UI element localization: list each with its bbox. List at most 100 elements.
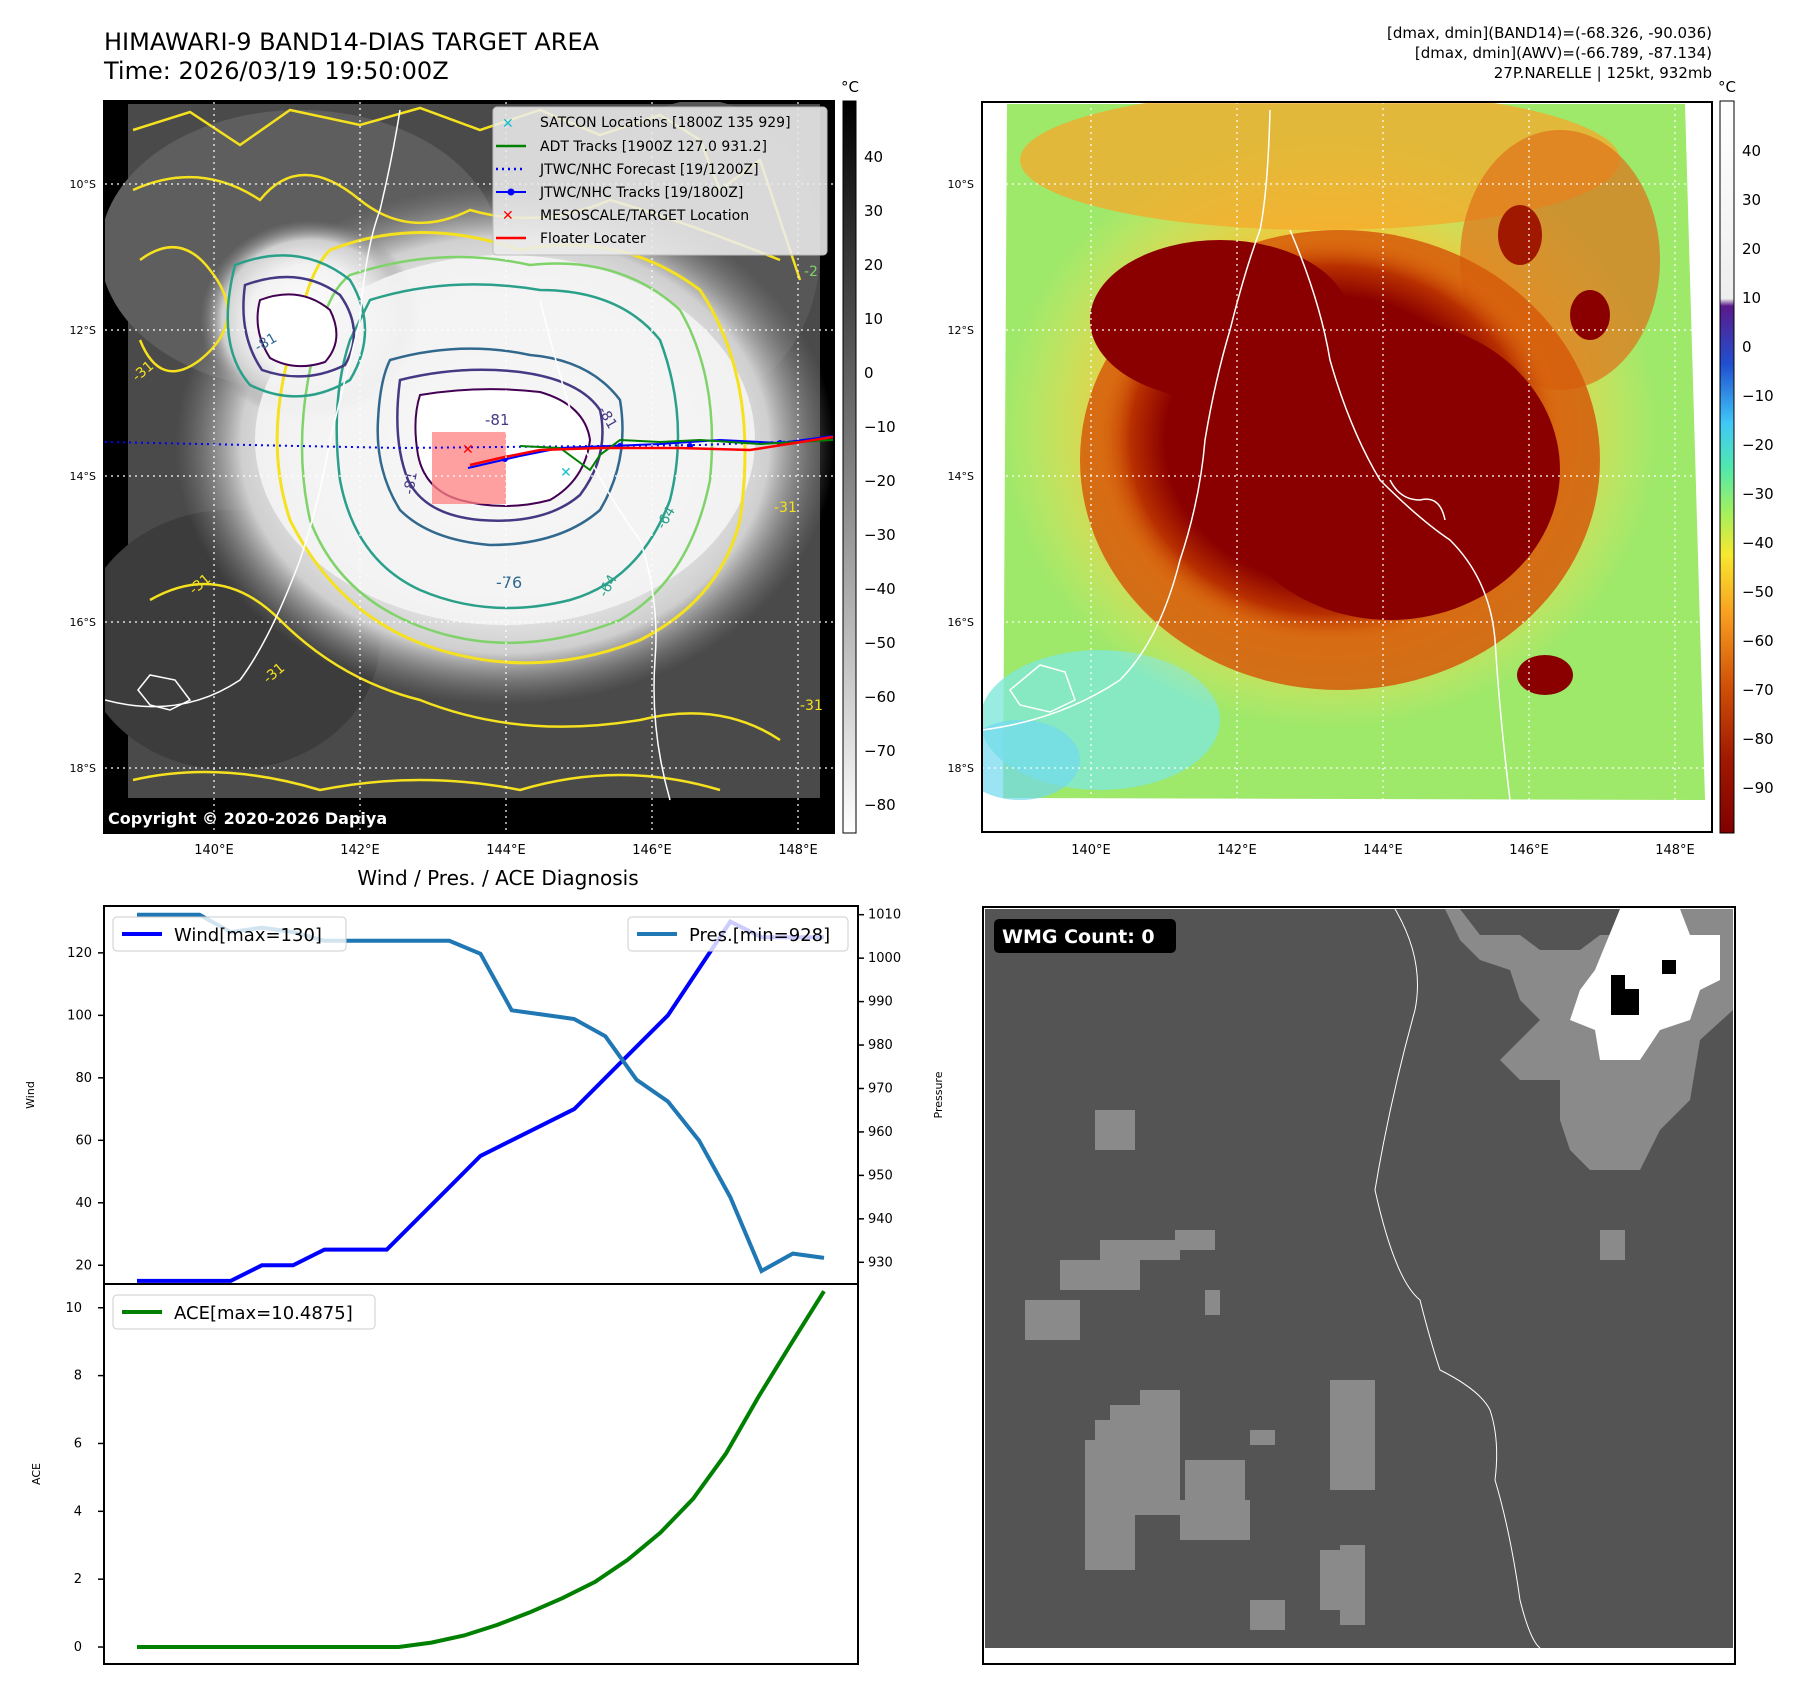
pressure-axis-label: Pressure: [932, 1071, 945, 1118]
satcon-legend-marker: ✕: [502, 116, 514, 132]
pressure-tick-label: 990: [868, 995, 893, 1010]
wind-legend-label: Wind[max=130]: [174, 925, 322, 946]
contour-label: -81: [401, 470, 421, 495]
ir-colorbar-tick: 20: [864, 256, 883, 274]
pressure-legend-label: Pres.[min=928]: [689, 925, 830, 946]
pressure-tick-label: 970: [868, 1081, 893, 1096]
ir-colorbar-tick: −30: [864, 526, 896, 544]
pressure-tick-label: 960: [868, 1125, 893, 1140]
ace-chart: 0 2 4 6 8 10 ACE ACE[max=10.4875]: [30, 1283, 859, 1665]
wind-tick-label: 100: [67, 1008, 92, 1023]
lat-label: 12°S: [70, 324, 96, 337]
color-colorbar-tick: −70: [1742, 681, 1774, 699]
ir-colorbar-tick: −60: [864, 688, 896, 706]
legend-label: ADT Tracks [1900Z 127.0 931.2]: [540, 139, 767, 155]
color-map-gridlines: [982, 102, 1712, 832]
color-colorbar-tick: 30: [1742, 191, 1761, 209]
color-colorbar-tick: −50: [1742, 583, 1774, 601]
ir-colorbar-tick: −50: [864, 634, 896, 652]
contour-label: -31: [800, 698, 823, 714]
figure-title-line1: HIMAWARI-9 BAND14-DIAS TARGET AREA: [104, 28, 600, 56]
stats-line2: [dmax, dmin](AWV)=(-66.789, -87.134): [1415, 44, 1712, 62]
pressure-tick-label: 1000: [868, 951, 901, 966]
ace-tick-label: 2: [74, 1572, 82, 1587]
lon-label: 148°E: [778, 843, 818, 858]
lon-label: 142°E: [1217, 843, 1257, 858]
pressure-y-ticks: 930 940 950 960 970 980 990 1000 1010: [858, 908, 901, 1270]
legend-label: SATCON Locations [1800Z 135 929]: [540, 115, 791, 131]
ir-colorbar-tick: −70: [864, 742, 896, 760]
ir-lat-labels: 10°S 12°S 14°S 16°S 18°S: [70, 178, 96, 775]
ace-axis-label: ACE: [30, 1463, 43, 1485]
ace-tick-label: 6: [74, 1436, 82, 1451]
adt-track: [519, 438, 833, 472]
ace-tick-label: 0: [74, 1640, 82, 1655]
color-colorbar-tick: −60: [1742, 632, 1774, 650]
color-colorbar-tick: −90: [1742, 779, 1774, 797]
ace-y-ticks: 0 2 4 6 8 10: [65, 1301, 104, 1655]
color-colorbar: °C 40 30 20 10 0 −10 −20 −30 −40 −50 −60…: [1718, 78, 1774, 834]
wind-tick-label: 120: [67, 946, 92, 961]
ir-colorbar: °C 40 30 20 10 0 −10 −20 −30 −40 −50 −60…: [841, 78, 896, 834]
wmg-count-label: WMG Count: 0: [1002, 926, 1155, 948]
lon-label: 146°E: [632, 843, 672, 858]
ir-lon-labels: 140°E 142°E 144°E 146°E 148°E: [194, 843, 818, 858]
ir-map-panel: ✕ ✕ -81 -81 -81 -81 -76 -64 -64 -31 -31 …: [70, 78, 896, 858]
contour-label: -81: [485, 411, 510, 429]
ir-colorbar-unit: °C: [841, 78, 859, 96]
ir-colorbar-tick: 0: [864, 364, 874, 382]
color-map-panel: 10°S 12°S 14°S 16°S 18°S 140°E 142°E 144…: [948, 78, 1774, 858]
legend-label: JTWC/NHC Forecast [19/1200Z]: [539, 162, 759, 178]
track-legend: ✕ SATCON Locations [1800Z 135 929] ADT T…: [492, 106, 828, 256]
wind-pressure-chart: Wind / Pres. / ACE Diagnosis 20 40 60 80 100…: [24, 866, 945, 1285]
wind-tick-label: 60: [75, 1133, 92, 1148]
wind-series-line: [137, 919, 824, 1283]
ace-tick-label: 8: [74, 1369, 82, 1384]
diagnosis-title: Wind / Pres. / ACE Diagnosis: [357, 866, 638, 890]
lon-label: 140°E: [194, 843, 234, 858]
ir-colorbar-tick: −10: [864, 418, 896, 436]
stats-line1: [dmax, dmin](BAND14)=(-68.326, -90.036): [1387, 24, 1712, 42]
ace-legend-label: ACE[max=10.4875]: [174, 1303, 353, 1324]
wind-tick-label: 40: [75, 1196, 92, 1211]
figure-title-line2: Time: 2026/03/19 19:50:00Z: [103, 57, 449, 85]
ir-colorbar-tick: −20: [864, 472, 896, 490]
lon-label: 144°E: [486, 843, 526, 858]
lon-label: 146°E: [1509, 843, 1549, 858]
mesoscale-legend-marker: ✕: [502, 208, 514, 224]
wind-axis-label: Wind: [24, 1081, 37, 1109]
lat-label: 16°S: [70, 616, 96, 629]
wind-y-ticks: 20 40 60 80 100 120: [67, 946, 104, 1273]
ir-colorbar-tick: −40: [864, 580, 896, 598]
contour-label: -76: [496, 573, 522, 592]
pressure-tick-label: 930: [868, 1255, 893, 1270]
wind-legend: Wind[max=130]: [112, 916, 347, 952]
color-colorbar-unit: °C: [1718, 78, 1736, 96]
color-imagery: [982, 102, 1705, 801]
jtwc-forecast-track: [105, 439, 833, 450]
legend-label: Floater Locater: [540, 231, 646, 247]
lon-label: 148°E: [1655, 843, 1695, 858]
lat-label: 12°S: [948, 324, 974, 337]
lat-label: 14°S: [70, 470, 96, 483]
ace-tick-label: 10: [65, 1301, 82, 1316]
pressure-legend: Pres.[min=928]: [627, 916, 849, 952]
ace-tick-label: 4: [74, 1504, 82, 1519]
lon-label: 142°E: [340, 843, 380, 858]
lat-label: 10°S: [948, 178, 974, 191]
color-colorbar-tick: −80: [1742, 730, 1774, 748]
contour-label: -2: [804, 264, 818, 280]
pressure-tick-label: 1010: [868, 908, 901, 923]
color-colorbar-tick: 40: [1742, 142, 1761, 160]
stats-line3: 27P.NARELLE | 125kt, 932mb: [1494, 64, 1712, 82]
ir-colorbar-tick: −80: [864, 796, 896, 814]
pressure-tick-label: 940: [868, 1212, 893, 1227]
color-colorbar-tick: −20: [1742, 436, 1774, 454]
ir-colorbar-tick: 10: [864, 310, 883, 328]
ir-colorbar-tick: 40: [864, 148, 883, 166]
color-colorbar-tick: −10: [1742, 387, 1774, 405]
color-colorbar-tick: −40: [1742, 534, 1774, 552]
lat-label: 16°S: [948, 616, 974, 629]
satcon-marker: ✕: [560, 465, 572, 481]
